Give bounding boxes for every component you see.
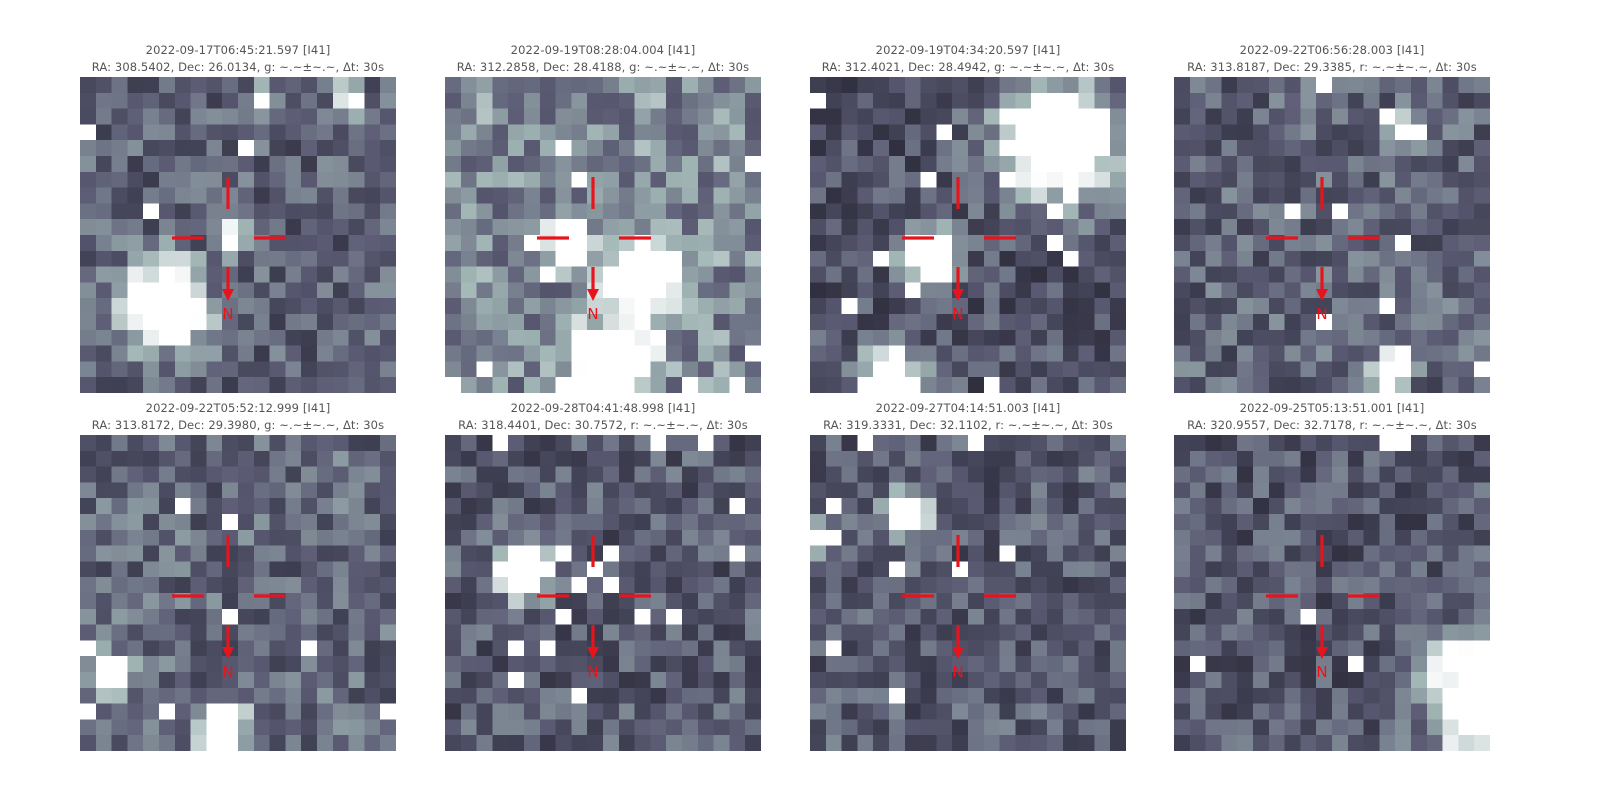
observation-info: RA: 318.4401, Dec: 30.7572, r: ~.~±~.~, … xyxy=(433,417,773,434)
panel-title: 2022-09-28T04:41:48.998 [I41] RA: 318.44… xyxy=(433,400,773,434)
observation-timestamp: 2022-09-28T04:41:48.998 [I41] xyxy=(433,400,773,417)
pixel-stamp xyxy=(80,77,396,393)
observation-info: RA: 313.8172, Dec: 29.3980, g: ~.~±~.~, … xyxy=(68,417,408,434)
image-cutout: N xyxy=(445,435,761,751)
observation-info: RA: 320.9557, Dec: 32.7178, r: ~.~±~.~, … xyxy=(1162,417,1502,434)
image-cutout: N xyxy=(80,435,396,751)
pixel-stamp xyxy=(445,435,761,751)
pixel-stamp xyxy=(445,77,761,393)
observation-timestamp: 2022-09-17T06:45:21.597 [I41] xyxy=(68,42,408,59)
pixel-stamp xyxy=(80,435,396,751)
observation-timestamp: 2022-09-19T04:34:20.597 [I41] xyxy=(798,42,1138,59)
panel-title: 2022-09-19T08:28:04.004 [I41] RA: 312.28… xyxy=(433,42,773,76)
image-cutout: N xyxy=(80,77,396,393)
panel-title: 2022-09-19T04:34:20.597 [I41] RA: 312.40… xyxy=(798,42,1138,76)
image-cutout: N xyxy=(1174,435,1490,751)
observation-info: RA: 319.3331, Dec: 32.1102, r: ~.~±~.~, … xyxy=(798,417,1138,434)
panel-title: 2022-09-22T06:56:28.003 [I41] RA: 313.81… xyxy=(1162,42,1502,76)
pixel-stamp xyxy=(1174,435,1490,751)
observation-timestamp: 2022-09-22T05:52:12.999 [I41] xyxy=(68,400,408,417)
pixel-stamp xyxy=(1174,77,1490,393)
image-cutout: N xyxy=(810,435,1126,751)
panel-title: 2022-09-17T06:45:21.597 [I41] RA: 308.54… xyxy=(68,42,408,76)
observation-timestamp: 2022-09-25T05:13:51.001 [I41] xyxy=(1162,400,1502,417)
panel-title: 2022-09-22T05:52:12.999 [I41] RA: 313.81… xyxy=(68,400,408,434)
observation-timestamp: 2022-09-27T04:14:51.003 [I41] xyxy=(798,400,1138,417)
image-cutout: N xyxy=(445,77,761,393)
image-cutout: N xyxy=(1174,77,1490,393)
panel-title: 2022-09-25T05:13:51.001 [I41] RA: 320.95… xyxy=(1162,400,1502,434)
pixel-stamp xyxy=(810,77,1126,393)
observation-timestamp: 2022-09-22T06:56:28.003 [I41] xyxy=(1162,42,1502,59)
observation-info: RA: 308.5402, Dec: 26.0134, g: ~.~±~.~, … xyxy=(68,59,408,76)
image-cutout: N xyxy=(810,77,1126,393)
panel-title: 2022-09-27T04:14:51.003 [I41] RA: 319.33… xyxy=(798,400,1138,434)
observation-timestamp: 2022-09-19T08:28:04.004 [I41] xyxy=(433,42,773,59)
observation-info: RA: 313.8187, Dec: 29.3385, r: ~.~±~.~, … xyxy=(1162,59,1502,76)
observation-info: RA: 312.4021, Dec: 28.4942, g: ~.~±~.~, … xyxy=(798,59,1138,76)
observation-info: RA: 312.2858, Dec: 28.4188, g: ~.~±~.~, … xyxy=(433,59,773,76)
pixel-stamp xyxy=(810,435,1126,751)
